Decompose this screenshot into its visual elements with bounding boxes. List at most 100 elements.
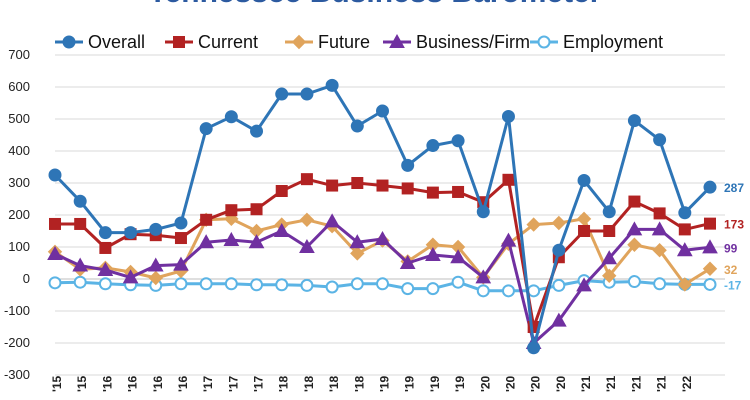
series-future-point	[526, 217, 541, 232]
legend-point	[62, 35, 76, 49]
series-current-point	[225, 204, 238, 217]
series-employment-point	[703, 277, 717, 291]
series-employment-point	[350, 277, 364, 291]
series-future-point	[702, 261, 718, 276]
x-tick-label: '16	[126, 375, 140, 392]
series-overall: 287	[48, 78, 744, 355]
x-axis: '15 '15 '16 '16 '16 '16 '17 '17 '17 '18 '18 '18 '18 '…	[50, 375, 694, 392]
series-business-firm-point	[676, 242, 693, 257]
series-business-firm-point	[601, 250, 618, 265]
series-business-firm-point	[47, 246, 63, 261]
series-business-firm-end-label: 99	[724, 241, 738, 255]
x-tick-label: '21	[579, 375, 593, 392]
series-employment-point	[426, 282, 440, 296]
series-overall-point	[250, 124, 264, 138]
legend: Overall Current Future Business/Firm Employm…	[55, 32, 663, 52]
y-tick-label: 500	[8, 111, 30, 126]
series-overall-point	[703, 180, 717, 194]
x-tick-label: '18	[327, 375, 341, 392]
series-business-firm-point	[147, 257, 164, 272]
series-current-point	[628, 195, 641, 208]
gridlines	[55, 54, 725, 376]
y-tick-label: -300	[4, 367, 30, 382]
series-business-firm-point	[223, 231, 240, 246]
series-overall-point	[577, 173, 591, 187]
series-business-firm-point	[475, 269, 492, 284]
series-current-point	[678, 223, 691, 236]
series-business-firm-point	[399, 254, 416, 269]
y-axis: 700 600 500 400 300 200 100 0 -100 -200 -300	[4, 47, 30, 382]
series-business-firm-point	[198, 234, 215, 249]
series-employment-point	[48, 276, 62, 290]
series-employment-point	[451, 275, 465, 289]
series-overall-end-label: 287	[724, 181, 744, 195]
x-tick-label: '16	[176, 375, 190, 392]
legend-point	[291, 34, 307, 50]
legend-point	[389, 33, 405, 48]
x-tick-label: '21	[629, 375, 643, 392]
series-overall-point	[199, 122, 213, 136]
series-business-firm-point	[450, 249, 466, 264]
series-business-firm-point	[550, 312, 567, 327]
series-current-point	[351, 177, 364, 189]
chart-title: Tennessee Business Barometer	[149, 0, 602, 9]
series-business-firm-point	[651, 221, 668, 236]
series-employment-point	[325, 280, 339, 294]
series-business-firm-point	[273, 222, 290, 237]
series-overall-point	[602, 205, 616, 219]
series-business-firm-point	[324, 213, 340, 228]
y-tick-label: -100	[4, 303, 30, 318]
series-current-point	[502, 173, 515, 186]
x-tick-label: '20	[529, 375, 543, 392]
legend-item: Business/Firm	[383, 32, 530, 52]
series-future-point	[627, 237, 642, 252]
y-tick-label: 200	[8, 207, 30, 222]
x-tick-label: '20	[554, 375, 568, 392]
series-overall-point	[678, 206, 692, 220]
series-business-firm-point	[248, 234, 265, 249]
series-future-point	[602, 268, 617, 284]
x-tick-label: '20	[503, 375, 517, 392]
y-tick-label: 700	[8, 47, 30, 62]
legend-label: Employment	[563, 32, 663, 52]
series-future-point	[350, 246, 365, 261]
series-employment-end-label: -17	[724, 278, 742, 292]
series-overall-point	[552, 243, 566, 257]
y-tick-label: 0	[23, 271, 30, 286]
legend-point	[173, 36, 185, 48]
series-overall-point	[149, 222, 163, 236]
legend-item: Employment	[530, 32, 663, 52]
series-current-point	[250, 203, 263, 216]
series-business-firm-point	[702, 239, 718, 254]
series-current-point	[603, 225, 616, 237]
series-overall-point	[174, 216, 188, 230]
series-employment-point	[401, 282, 415, 296]
series-employment-point	[527, 284, 541, 298]
series-current-point	[326, 179, 339, 192]
series-employment-point	[476, 284, 490, 298]
series-business-firm-point	[500, 232, 517, 247]
series-overall-point	[451, 134, 465, 148]
series-employment-point	[501, 284, 515, 298]
x-tick-label: '21	[655, 375, 669, 392]
series-future-point	[677, 277, 693, 292]
x-tick-label: '17	[226, 375, 240, 392]
series-employment-point	[174, 277, 188, 291]
series-employment-point	[73, 275, 87, 289]
series-future-point	[148, 270, 163, 286]
series-overall-point	[476, 205, 490, 219]
series-employment-point	[275, 278, 289, 292]
series-business-firm-point	[576, 277, 592, 292]
x-tick-label: '19	[428, 375, 442, 392]
x-tick-label: '15	[75, 375, 89, 392]
x-tick-label: '21	[604, 375, 618, 392]
series-future-point	[551, 215, 567, 231]
series-current-point	[200, 213, 213, 226]
series-overall-point	[98, 226, 112, 240]
series-business-firm-point	[72, 257, 89, 272]
series-overall-point	[401, 158, 415, 172]
series-overall-point	[426, 139, 440, 153]
series-employment-point	[199, 277, 213, 291]
